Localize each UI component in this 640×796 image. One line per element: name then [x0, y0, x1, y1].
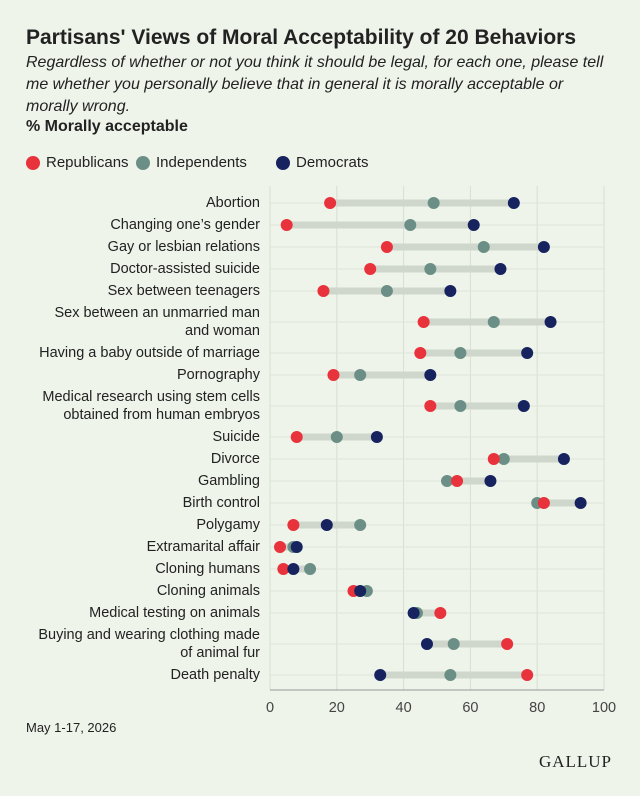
x-tick-label: 60	[462, 700, 478, 716]
dot	[537, 241, 550, 253]
dot	[497, 453, 510, 465]
dot	[370, 431, 383, 443]
category-label: Sex between an unmarried man and woman	[54, 305, 260, 339]
legend-item: Democrats	[276, 154, 369, 171]
dot	[507, 197, 520, 209]
category-label: Cloning humans	[155, 561, 260, 577]
dot	[454, 400, 467, 412]
dot	[574, 497, 587, 509]
dot	[487, 316, 500, 328]
dot	[327, 369, 340, 381]
dot	[451, 475, 464, 487]
dot	[274, 541, 287, 553]
x-tick-label: 40	[396, 700, 412, 716]
category-label: Cloning animals	[156, 583, 260, 599]
dot	[557, 453, 570, 465]
dot	[417, 316, 430, 328]
x-tick-label: 0	[266, 700, 274, 716]
legend-label: Democrats	[296, 154, 369, 171]
dot	[521, 347, 534, 359]
dot	[354, 585, 367, 597]
x-tick-label: 80	[529, 700, 545, 716]
dot	[380, 285, 393, 297]
legend-label: Republicans	[46, 154, 129, 171]
dot	[441, 475, 454, 487]
dot	[444, 285, 457, 297]
category-label: Sex between teenagers	[107, 283, 260, 299]
category-label: Extramarital affair	[146, 539, 260, 555]
dot	[494, 263, 507, 275]
dot	[364, 263, 377, 275]
dot	[354, 369, 367, 381]
chart-title: Partisans' Views of Moral Acceptability …	[26, 26, 577, 49]
dot	[487, 453, 500, 465]
source: GALLUP	[538, 752, 612, 771]
dot	[420, 638, 433, 650]
category-label: Pornography	[176, 367, 260, 383]
dot	[380, 241, 393, 253]
legend-label: Independents	[156, 154, 247, 171]
dot	[517, 400, 530, 412]
dot	[424, 263, 437, 275]
dot	[467, 219, 480, 231]
category-label: Buying and wearing clothing made of anim…	[38, 627, 260, 661]
dot	[404, 219, 417, 231]
dot	[544, 316, 557, 328]
subtitle: Regardless of whether or not you think i…	[26, 54, 604, 115]
dot	[330, 431, 343, 443]
category-label: Abortion	[205, 195, 260, 211]
category-label: Death penalty	[170, 667, 260, 683]
category-label: Having a baby outside of marriage	[39, 345, 260, 361]
dot	[287, 563, 300, 575]
legend-marker	[276, 155, 290, 170]
dot	[354, 519, 367, 531]
category-label: Suicide	[212, 429, 260, 445]
x-tick-label: 20	[329, 700, 345, 716]
dot	[304, 563, 317, 575]
dot	[414, 347, 427, 359]
legend-item: Republicans	[26, 154, 129, 171]
dot	[444, 669, 457, 681]
note: May 1-17, 2026	[26, 720, 117, 735]
category-label: Divorce	[210, 451, 260, 467]
dot	[427, 197, 440, 209]
legend-marker	[26, 155, 40, 170]
dot	[280, 219, 293, 231]
dot	[447, 638, 460, 650]
dot	[290, 431, 303, 443]
dot	[501, 638, 514, 650]
dot	[287, 519, 300, 531]
dot	[424, 400, 437, 412]
dot	[434, 607, 447, 619]
dot	[424, 369, 437, 381]
x-tick-label: 100	[592, 700, 616, 716]
dot	[290, 541, 303, 553]
legend-marker	[136, 155, 150, 170]
category-label: Polygamy	[196, 517, 260, 533]
dot	[317, 285, 330, 297]
legend-item: Independents	[136, 154, 247, 171]
category-label: Gambling	[197, 473, 260, 489]
measure: % Morally acceptable	[26, 118, 188, 135]
dot	[407, 607, 420, 619]
dot	[320, 519, 333, 531]
category-label: Medical research using stem cells obtain…	[42, 389, 260, 423]
category-label: Gay or lesbian relations	[107, 239, 260, 255]
category-label: Medical testing on animals	[89, 605, 260, 621]
category-label: Doctor-assisted suicide	[110, 261, 260, 277]
dot	[374, 669, 387, 681]
dot	[277, 563, 290, 575]
dot	[454, 347, 467, 359]
dot	[477, 241, 490, 253]
dot	[484, 475, 497, 487]
category-label: Birth control	[182, 495, 260, 511]
dot	[521, 669, 534, 681]
dot	[537, 497, 550, 509]
category-label: Changing one’s gender	[110, 217, 260, 233]
dot	[324, 197, 337, 209]
